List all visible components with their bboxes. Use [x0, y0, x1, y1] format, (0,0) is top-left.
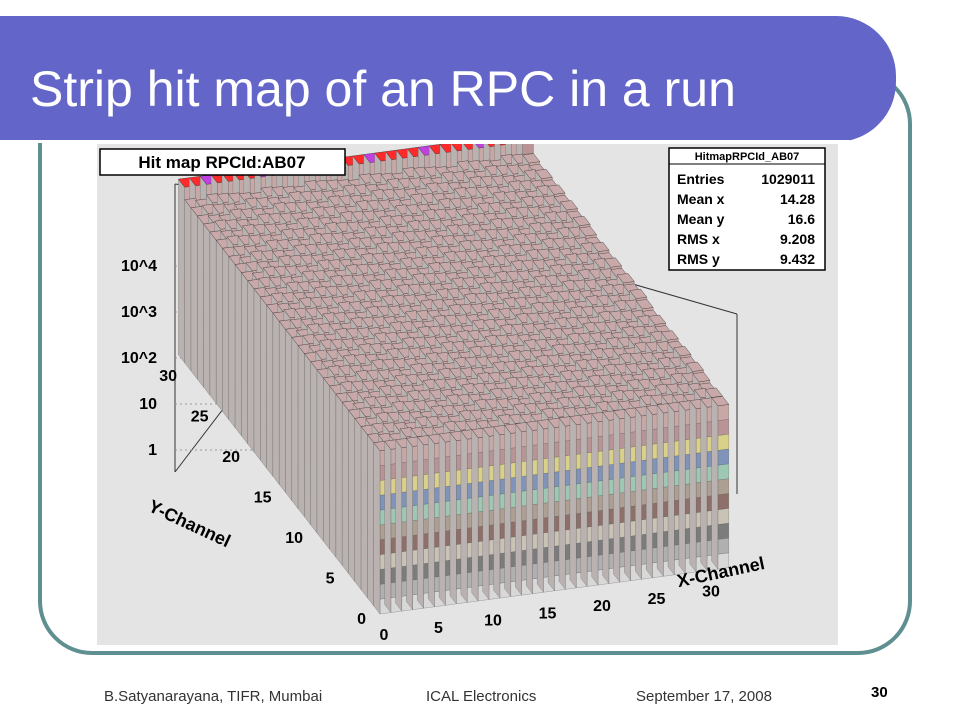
bars: [178, 144, 730, 615]
bar-side: [216, 239, 223, 412]
bar-side: [197, 215, 204, 388]
slide-title: Strip hit map of an RPC in a run: [30, 61, 736, 117]
bar-side: [203, 223, 211, 396]
bar-side: [178, 178, 185, 364]
bar-front-band: [522, 144, 534, 155]
title-underline: [0, 140, 850, 143]
bar-side: [247, 280, 255, 453]
bar-side: [222, 247, 229, 420]
bar-side: [190, 207, 198, 380]
bar-side: [234, 264, 242, 437]
hitmap-plot: 1 10 10^2 10^3 10^4 0 5 10 15 20 25 30 0 5 10 15 20 25 30 X…: [97, 144, 838, 645]
bar-side: [228, 256, 236, 429]
bar-side: [184, 199, 192, 372]
bar-side: [241, 272, 248, 445]
bar-side: [209, 231, 217, 404]
title-bar: Strip hit map of an RPC in a run: [0, 16, 896, 143]
